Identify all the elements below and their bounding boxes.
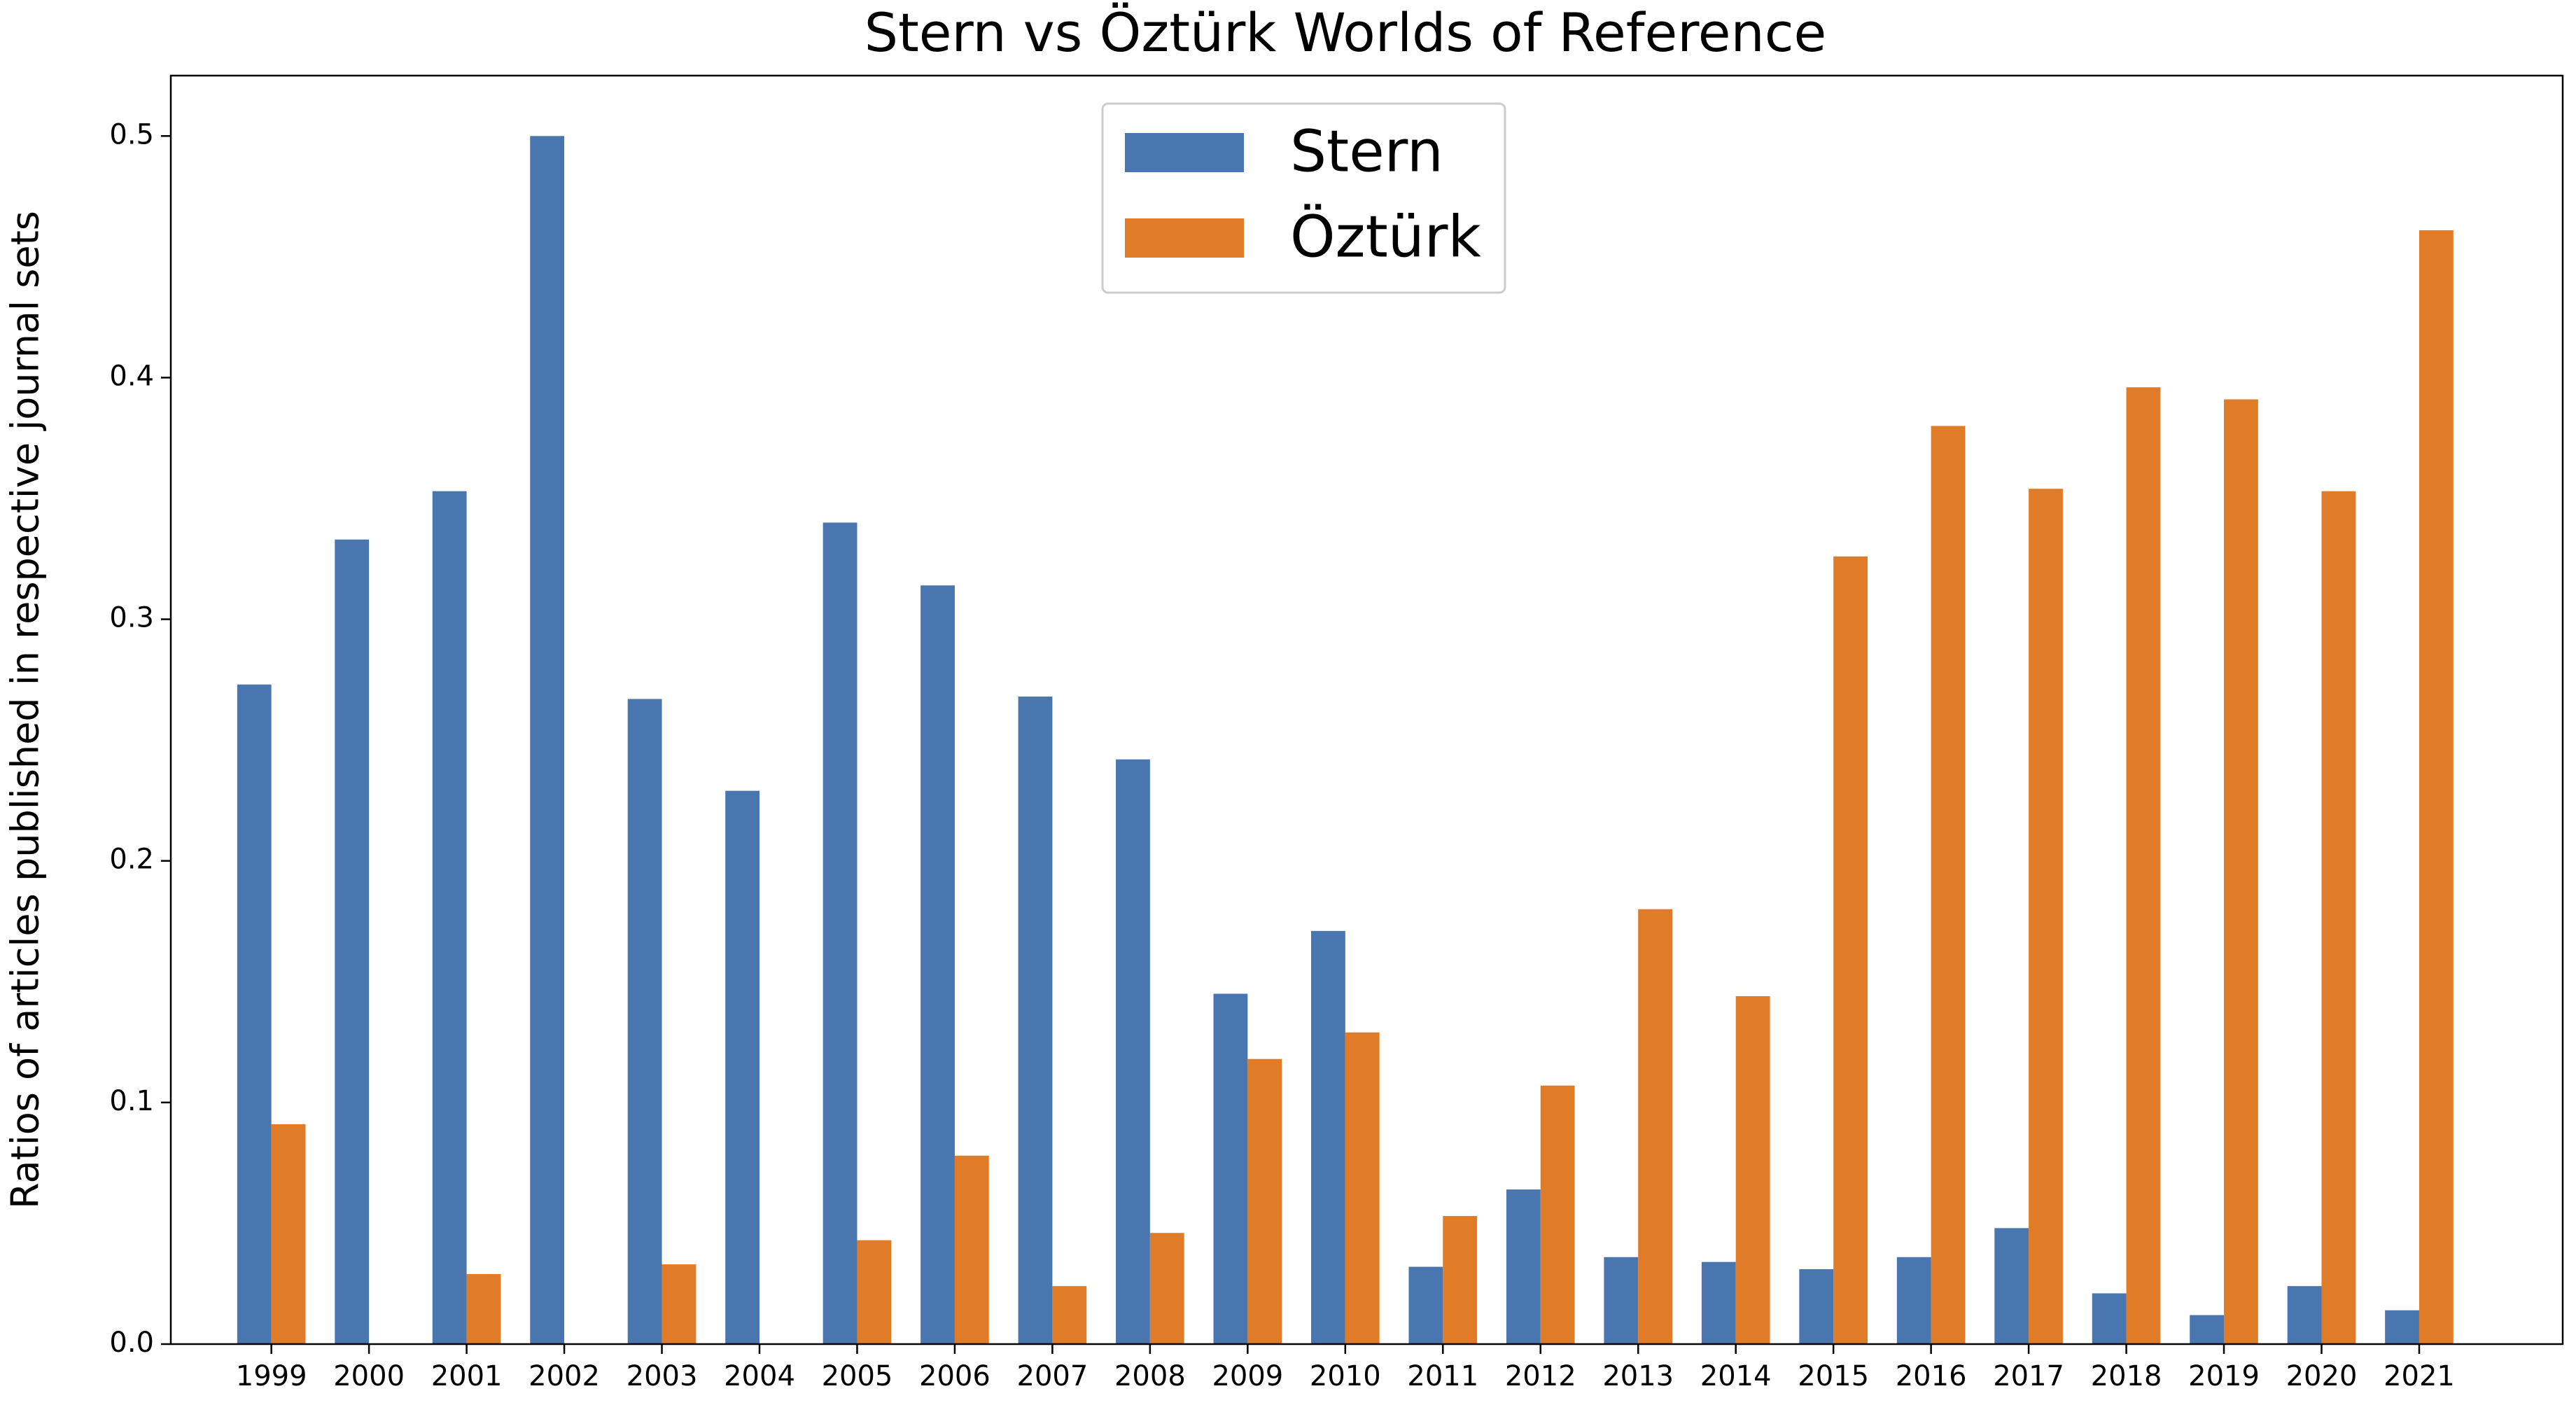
legend-label: Öztürk (1290, 203, 1481, 270)
legend-swatch (1125, 218, 1244, 258)
bar (2029, 489, 2063, 1344)
x-tick-label: 1999 (236, 1360, 307, 1392)
bar (1604, 1257, 1639, 1344)
x-tick-label: 2017 (1993, 1360, 2064, 1392)
x-tick-label: 2019 (2188, 1360, 2260, 1392)
bar (2092, 1293, 2127, 1344)
bar (1345, 1032, 1380, 1344)
bar (2418, 230, 2454, 1345)
bar (1116, 759, 1150, 1344)
x-tick-label: 2009 (1212, 1360, 1283, 1392)
bar (1735, 995, 1770, 1344)
bar (237, 684, 272, 1344)
x-tick-label: 2007 (1017, 1360, 1088, 1392)
x-tick-label: 2015 (1798, 1360, 1869, 1392)
bar (627, 699, 662, 1344)
x-tick-label: 2016 (1896, 1360, 1967, 1392)
bar (662, 1264, 696, 1344)
y-tick-label: 0.0 (109, 1327, 154, 1359)
bar (2321, 491, 2356, 1344)
bar (335, 539, 370, 1344)
x-tick-label: 2005 (822, 1360, 893, 1392)
x-tick-label: 2018 (2091, 1360, 2162, 1392)
x-tick-label: 2010 (1310, 1360, 1381, 1392)
x-tick-label: 2000 (333, 1360, 405, 1392)
x-tick-label: 2002 (528, 1360, 600, 1392)
y-tick-label: 0.5 (109, 118, 154, 151)
bar (1311, 930, 1345, 1344)
bar (1896, 1257, 1931, 1344)
bar (1213, 993, 1248, 1344)
bar (725, 790, 760, 1344)
y-tick-label: 0.3 (109, 602, 154, 634)
x-tick-label: 2011 (1407, 1360, 1478, 1392)
x-tick-label: 2003 (626, 1360, 698, 1392)
bar (1052, 1286, 1087, 1344)
bar (1018, 697, 1053, 1344)
x-tick-label: 2006 (919, 1360, 990, 1392)
plot-frame (169, 74, 2564, 1345)
bar (2287, 1286, 2322, 1344)
bar (1443, 1216, 1478, 1344)
y-tick-label: 0.4 (109, 360, 154, 392)
x-tick-label: 2014 (1700, 1360, 1772, 1392)
bar (1701, 1261, 1736, 1344)
bar (1540, 1085, 1575, 1344)
x-tick-label: 2020 (2286, 1360, 2358, 1392)
x-tick-label: 2021 (2384, 1360, 2455, 1392)
x-tick-label: 2012 (1505, 1360, 1576, 1392)
x-tick-label: 2008 (1114, 1360, 1186, 1392)
x-tick-label: 2001 (431, 1360, 503, 1392)
legend-label: Stern (1290, 118, 1443, 185)
bar (2126, 387, 2161, 1344)
bar (2224, 399, 2258, 1344)
bar (530, 136, 565, 1344)
bar (2385, 1310, 2419, 1344)
bar (857, 1240, 892, 1344)
bar (1149, 1233, 1184, 1344)
bar (1994, 1228, 2029, 1344)
bar (1931, 426, 1966, 1344)
legend-swatch (1125, 133, 1244, 172)
chart-title: Stern vs Öztürk Worlds of Reference (864, 1, 1827, 64)
bar (1247, 1058, 1282, 1344)
x-tick-label: 2004 (724, 1360, 795, 1392)
bar (271, 1124, 306, 1344)
bar (1408, 1266, 1443, 1344)
bar (432, 491, 467, 1344)
bar (2190, 1315, 2225, 1344)
y-tick-label: 0.1 (109, 1085, 154, 1117)
bar (1638, 909, 1673, 1344)
bar (954, 1155, 989, 1344)
bar (920, 585, 955, 1344)
bar (466, 1273, 501, 1344)
y-tick-label: 0.2 (109, 844, 154, 876)
bar (1833, 556, 1868, 1345)
bar (1506, 1189, 1541, 1344)
x-tick-label: 2013 (1602, 1360, 1674, 1392)
bar (1799, 1269, 1834, 1344)
bar (822, 522, 858, 1344)
y-axis-label: Ratios of articles published in respecti… (4, 211, 48, 1209)
